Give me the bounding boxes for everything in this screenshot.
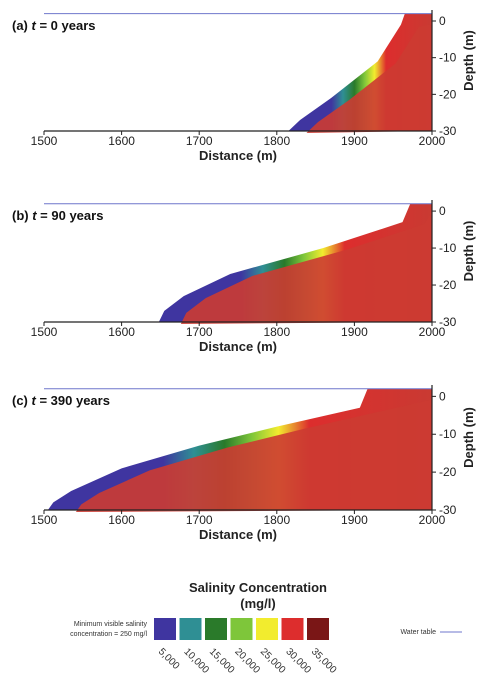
x-tick-label: 1500 [31,325,58,339]
panel-title: (b) t = 90 years [12,208,103,223]
legend-swatch-label: 30,000 [283,646,313,676]
legend-title: Salinity Concentration [189,580,327,595]
legend-swatch [230,618,253,640]
y-tick-label: -10 [439,51,457,65]
seawater-zone [180,214,432,324]
legend-swatch-label: 35,000 [309,646,339,676]
legend-swatch [205,618,227,640]
x-tick-label: 1700 [186,513,213,527]
x-tick-label: 1700 [186,325,213,339]
panel-title-variable: t [32,18,37,33]
legend-note-line1: Minimum visible salinity [74,621,148,628]
x-tick-label: 2000 [419,513,446,527]
y-axis-title: Depth (m) [461,407,476,468]
x-tick-label: 1900 [341,134,368,148]
legend-note-line2: concentration = 250 mg/l [70,631,147,638]
y-axis-title: Depth (m) [461,221,476,282]
seawater-zone [75,400,432,512]
y-tick-label: -30 [439,315,457,329]
panels: 1500 1600 1700 1800 1900 2000 0 -10 -20 -30 Distan… [12,10,476,542]
y-tick-label: 0 [439,204,446,218]
y-tick-label: -20 [439,278,457,292]
chart-panel: 1500 1600 1700 1800 1900 2000 0 -10 -20 -30 Distan… [12,200,476,354]
legend-swatch [281,618,304,640]
x-tick-label: 1500 [31,513,58,527]
legend-swatch-label: 15,000 [207,646,237,676]
y-tick-label: -10 [439,427,457,441]
x-tick-label: 2000 [419,134,446,148]
y-tick-label: -10 [439,241,457,255]
legend-swatch-label: 10,000 [181,646,211,676]
x-tick-label: 1700 [186,134,213,148]
y-tick-label: -20 [439,87,457,101]
x-tick-label: 1600 [108,325,135,339]
panel-title-suffix: = 390 years [36,393,110,408]
panel-title-variable: t [32,393,37,408]
legend-swatch-label: 5,000 [156,646,182,672]
x-tick-label: 1600 [108,513,135,527]
x-tick-label: 1800 [263,325,290,339]
panel-title-prefix: (c) [12,393,32,408]
chart-panel: 1500 1600 1700 1800 1900 2000 0 -10 -20 -30 Distan… [12,10,476,163]
x-tick-label: 1800 [263,513,290,527]
panel-title-suffix: = 90 years [37,208,104,223]
panel-title-prefix: (b) [12,208,32,223]
panel-title: (c) t = 390 years [12,393,110,408]
x-axis-title: Distance (m) [199,339,277,354]
x-tick-label: 1800 [263,134,290,148]
panel-title-prefix: (a) [12,18,32,33]
chart-panel: 1500 1600 1700 1800 1900 2000 0 -10 -20 -30 Distan… [12,385,476,542]
y-tick-label: -20 [439,465,457,479]
x-tick-label: 1900 [341,513,368,527]
legend-swatch [179,618,202,640]
y-tick-label: 0 [439,14,446,28]
legend-swatch [154,618,176,640]
x-tick-label: 1900 [341,325,368,339]
seawater-zone [306,24,432,134]
legend-swatch [307,618,329,640]
x-axis-title: Distance (m) [199,527,277,542]
y-tick-label: 0 [439,389,446,403]
panel-title-suffix: = 0 years [36,18,96,33]
legend-swatch-label: 20,000 [232,646,262,676]
legend-swatch [256,618,278,640]
y-axis-title: Depth (m) [461,30,476,91]
x-axis-title: Distance (m) [199,148,277,163]
y-tick-label: -30 [439,124,457,138]
legend-unit: (mg/l) [240,596,275,611]
panel-title: (a) t = 0 years [12,18,95,33]
x-tick-label: 1500 [31,134,58,148]
legend-swatch-label: 25,000 [258,646,288,676]
x-tick-label: 2000 [419,325,446,339]
water-table-legend-label: Water table [400,629,436,636]
y-tick-label: -30 [439,503,457,517]
panel-title-variable: t [32,208,37,223]
x-tick-label: 1600 [108,134,135,148]
legend: Salinity Concentration(mg/l) Minimum visi… [70,580,462,676]
